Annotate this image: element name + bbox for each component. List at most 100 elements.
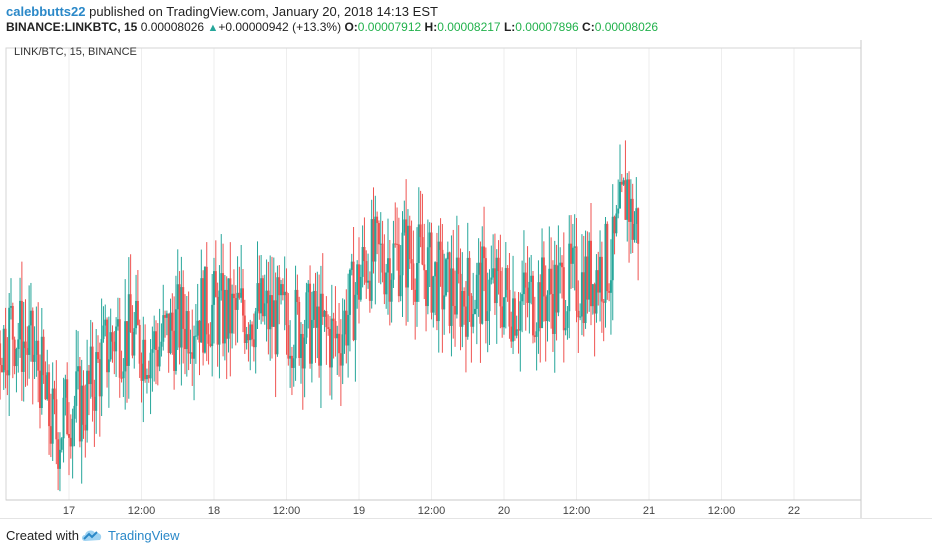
candle-body — [613, 216, 616, 234]
candle-body — [211, 304, 214, 347]
candle-body — [106, 319, 109, 373]
candle-body — [575, 246, 578, 311]
candle-body — [272, 300, 275, 327]
candle-body — [604, 223, 607, 303]
candle-body — [513, 298, 516, 336]
candle-body — [597, 270, 600, 293]
change-value: +0.00000942 (+13.3%) — [218, 20, 342, 34]
candle-body — [323, 310, 326, 317]
ohlc-line: BINANCE:LINKBTC, 15 0.00008026 ▲+0.00000… — [6, 20, 658, 34]
candle-body — [180, 287, 183, 348]
candle-body — [466, 257, 469, 337]
candle-body — [602, 301, 605, 303]
candle-body — [332, 318, 335, 322]
candle-body — [363, 247, 366, 262]
candle-body — [298, 301, 301, 358]
candle-body — [305, 292, 308, 338]
candle-body — [521, 294, 524, 302]
candle-body — [472, 314, 475, 327]
candle-body — [174, 309, 177, 371]
tradingview-cloud-icon[interactable] — [80, 527, 104, 543]
candle-body — [508, 289, 511, 327]
candle-body — [631, 198, 634, 240]
time-axis: 17 12:00 18 12:00 19 12:00 20 12:00 21 12:00 22 — [6, 499, 861, 517]
candle-body — [419, 224, 422, 238]
candle-body — [347, 314, 350, 346]
open-label: O: — [344, 20, 358, 34]
price-chart[interactable]: LINK/BTC, 15, BINANCE 0.000045000.000050… — [0, 40, 932, 518]
candle-body — [542, 257, 545, 297]
candle-body — [401, 232, 404, 276]
created-with-label: Created with — [6, 528, 79, 543]
candle-body — [370, 219, 373, 301]
candle-body — [68, 433, 70, 438]
candle-body — [222, 273, 225, 344]
candle-body — [506, 268, 509, 290]
candle-body — [377, 223, 380, 245]
candle-body — [191, 352, 194, 359]
candle-body — [372, 219, 375, 262]
candle-body — [406, 225, 409, 288]
candle-body — [408, 225, 411, 260]
candle-body — [111, 332, 114, 342]
candle-body — [359, 276, 362, 300]
candle-body — [136, 300, 139, 325]
candle-body — [441, 249, 444, 310]
candle-body — [455, 257, 458, 315]
candle-body — [374, 216, 377, 262]
candle-body — [238, 292, 241, 298]
candle-body — [499, 271, 502, 307]
candle-body — [162, 315, 165, 342]
candle-body — [423, 264, 426, 271]
candle-body — [22, 341, 25, 372]
candle-body — [44, 375, 47, 400]
candle-body — [615, 213, 618, 234]
candle-body — [319, 293, 322, 366]
candle-body — [463, 291, 466, 307]
candle-body — [388, 258, 391, 302]
candle-body — [584, 256, 587, 324]
candle-body — [26, 348, 29, 355]
candle-body — [158, 346, 161, 367]
candle-body — [256, 283, 259, 312]
candle-body — [129, 294, 132, 333]
chart-area[interactable]: LINK/BTC, 15, BINANCE 0.000045000.000050… — [0, 40, 932, 518]
candle-body — [437, 241, 440, 322]
candle-body — [590, 240, 592, 307]
candle-body — [321, 293, 324, 317]
candle-body — [109, 332, 112, 360]
x-tick-label: 17 — [63, 505, 75, 517]
candle-body — [568, 243, 571, 312]
candle-body — [532, 275, 534, 336]
candle-body — [225, 289, 228, 339]
candle-body — [350, 261, 353, 270]
candle-body — [97, 352, 99, 360]
candle-body — [263, 303, 266, 317]
candle-body — [93, 396, 96, 411]
candle-body — [69, 437, 72, 447]
candle-body — [503, 297, 505, 328]
candle-body — [454, 305, 457, 315]
author-link[interactable]: calebbutts22 — [6, 4, 86, 19]
candle-body — [216, 296, 219, 345]
close-label: C: — [582, 20, 595, 34]
candle-body — [80, 385, 83, 442]
candle-body — [53, 388, 56, 400]
candle-body — [203, 266, 206, 353]
candle-body — [432, 276, 435, 313]
candle-body — [617, 208, 620, 214]
candle-body — [57, 439, 60, 469]
candle-body — [524, 272, 527, 288]
candle-body — [368, 280, 371, 301]
low-label: L: — [503, 20, 516, 34]
candle-body — [405, 219, 408, 288]
tradingview-brand-link[interactable]: TradingView — [108, 528, 180, 543]
candle-body — [580, 272, 583, 317]
candle-body — [620, 181, 623, 185]
candle-body — [570, 243, 573, 264]
candle-body — [608, 291, 611, 293]
candle-body — [98, 359, 101, 397]
candle-body — [296, 289, 299, 302]
candle-body — [345, 310, 348, 346]
candle-body — [394, 243, 397, 245]
